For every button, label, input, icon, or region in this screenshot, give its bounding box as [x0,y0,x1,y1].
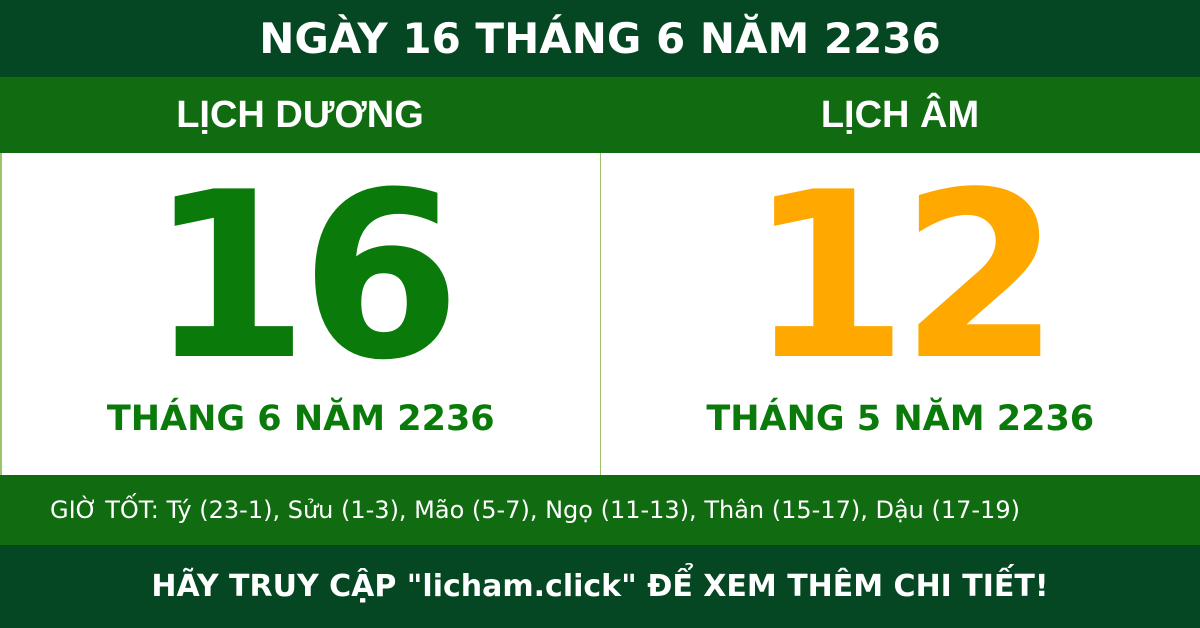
calendar-headers: LỊCH DƯƠNG LỊCH ÂM [0,77,1200,153]
solar-day: 16 [148,144,461,411]
solar-month-year: THÁNG 6 NĂM 2236 [106,399,495,439]
footer-cta: HÃY TRUY CẬP "licham.click" ĐỂ XEM THÊM … [0,545,1200,628]
lunar-panel: 12 THÁNG 5 NĂM 2236 [599,144,1200,475]
calendar-body: 16 THÁNG 6 NĂM 2236 12 THÁNG 5 NĂM 2236 [0,153,1200,475]
lunar-day: 12 [748,144,1060,411]
solar-calendar-label: LỊCH DƯƠNG [176,93,424,136]
lunar-calendar-label: LỊCH ÂM [820,93,980,136]
page-title: NGÀY 16 THÁNG 6 NĂM 2236 [0,0,1200,77]
solar-panel: 16 THÁNG 6 NĂM 2236 [0,153,600,475]
good-hours-text: GIỜ TỐT: Tý (23-1), Sửu (1-3), Mão (5-7)… [50,496,1020,524]
good-hours-bar: GIỜ TỐT: Tý (23-1), Sửu (1-3), Mão (5-7)… [0,475,1200,545]
lunar-month-year: THÁNG 5 NĂM 2236 [706,399,1095,439]
